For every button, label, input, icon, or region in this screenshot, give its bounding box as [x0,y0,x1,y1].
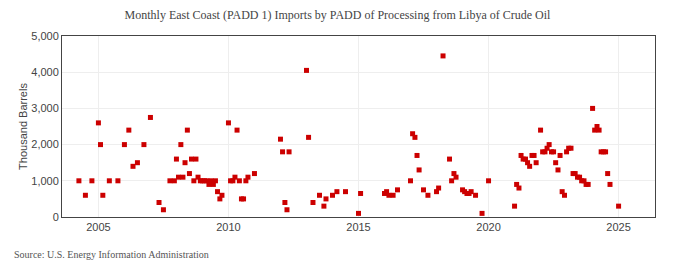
svg-text:4,000: 4,000 [31,66,59,78]
svg-text:2,000: 2,000 [31,138,59,150]
svg-text:2025: 2025 [606,221,630,233]
svg-text:2010: 2010 [216,221,240,233]
svg-text:1,000: 1,000 [31,175,59,187]
svg-text:2015: 2015 [346,221,370,233]
svg-text:0: 0 [53,211,59,223]
svg-text:5,000: 5,000 [31,30,59,42]
svg-text:2020: 2020 [476,221,500,233]
svg-text:2005: 2005 [86,221,110,233]
svg-text:Source: U.S. Energy Informatio: Source: U.S. Energy Information Administ… [14,249,209,260]
svg-text:Monthly East Coast (PADD 1) Im: Monthly East Coast (PADD 1) Imports by P… [125,8,551,22]
svg-text:3,000: 3,000 [31,102,59,114]
svg-text:Thousand Barrels: Thousand Barrels [17,83,29,170]
